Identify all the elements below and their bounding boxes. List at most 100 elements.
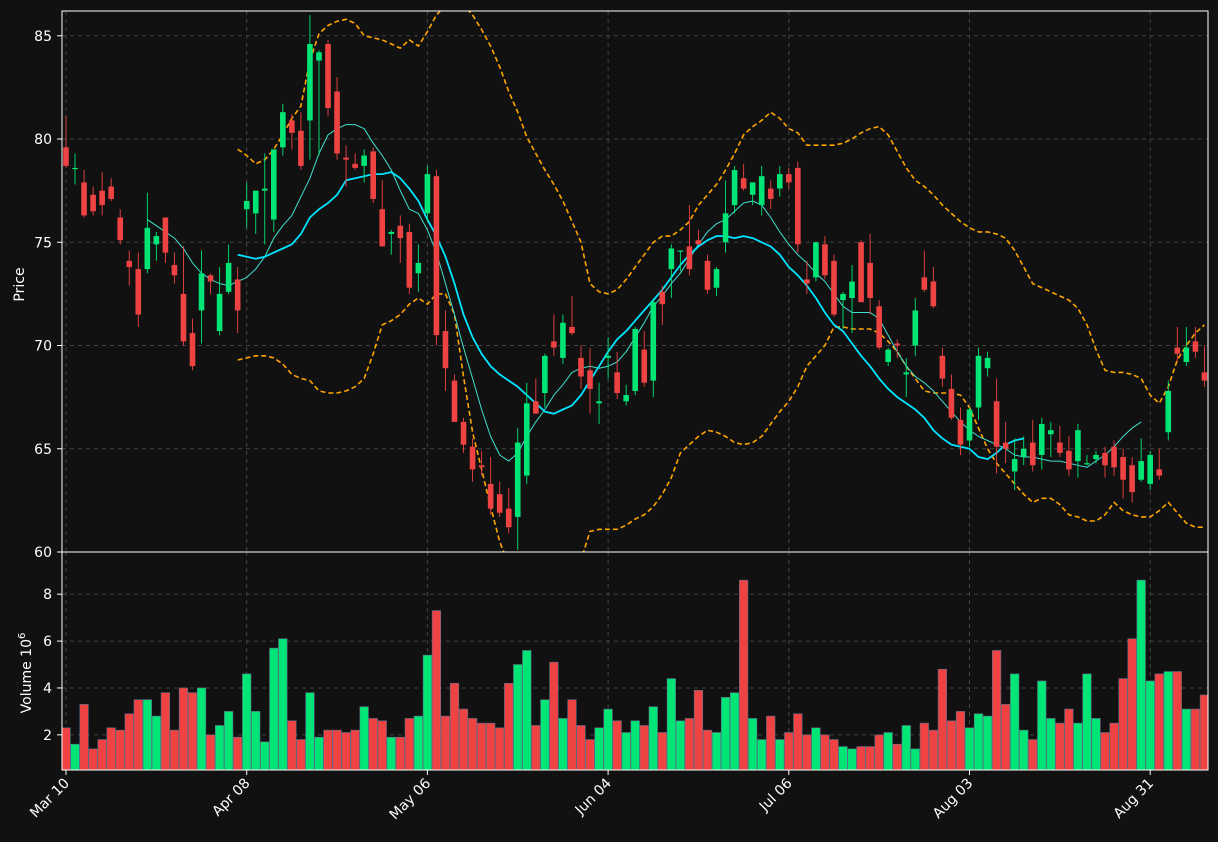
candle-body: [695, 240, 702, 245]
candle-body: [840, 293, 846, 301]
price-overlays: [147, 11, 1205, 552]
volume-axis-title-base: Volume 10: [19, 639, 35, 713]
volume-tick-label: 8: [43, 587, 52, 603]
volume-bar: [928, 729, 938, 770]
volume-bar: [1064, 708, 1074, 770]
volume-bar: [684, 718, 695, 770]
candle-body: [1183, 347, 1190, 363]
volume-bar: [1172, 671, 1182, 770]
candle-body: [596, 401, 602, 404]
candle-body: [225, 262, 232, 292]
volume-bar: [992, 650, 1002, 770]
candle-body: [487, 483, 494, 509]
lower-band-line: [237, 293, 1205, 552]
x-tick-label: Mar 10: [27, 776, 73, 822]
candle-body: [876, 306, 882, 348]
volume-tick-label: 2: [43, 728, 52, 744]
volume-bar: [1037, 680, 1047, 770]
candle-body: [578, 357, 584, 377]
price-tick-label: 85: [34, 29, 52, 45]
volume-bar: [1145, 680, 1155, 770]
volume-bar: [269, 647, 279, 770]
candle-body: [81, 182, 87, 216]
candle-body: [352, 163, 358, 168]
volume-bar: [1091, 718, 1101, 770]
volume-bar: [820, 734, 830, 770]
candle-body: [804, 279, 810, 284]
candle-body: [1011, 459, 1018, 472]
candle-body: [1138, 461, 1144, 480]
candle-body: [1192, 341, 1199, 352]
volume-bar: [675, 720, 685, 770]
volume-bar: [549, 661, 559, 770]
volume-bar: [79, 704, 89, 770]
volume-bar: [829, 739, 839, 770]
volume-bar: [1100, 732, 1110, 770]
volume-bar: [305, 692, 315, 770]
candle-body: [316, 52, 322, 61]
volume-bar: [287, 720, 297, 770]
volume-bar: [359, 706, 369, 770]
volume-bar: [883, 732, 893, 770]
volume-bar: [386, 736, 396, 770]
candle-body: [641, 349, 648, 383]
candle-body: [63, 147, 69, 166]
volume-axis-title-exponent: 6: [17, 633, 28, 639]
volume-bar: [657, 732, 667, 770]
volume-bar: [522, 650, 532, 770]
volume-bar: [531, 725, 541, 770]
candle-body: [415, 262, 422, 274]
volume-bar: [88, 748, 98, 770]
volume-bar: [1136, 579, 1146, 770]
volume-bar: [431, 610, 442, 770]
volume-bar: [919, 722, 929, 770]
candle-body: [767, 188, 774, 199]
volume-bar: [133, 699, 143, 770]
price-axis-title: Price: [12, 267, 28, 301]
candle-body: [975, 355, 982, 408]
candle-body: [704, 260, 711, 290]
volume-bar: [630, 720, 640, 770]
candle-body: [406, 231, 413, 288]
candle-body: [1048, 430, 1054, 435]
volume-bar: [1109, 722, 1119, 770]
volume-bar: [332, 729, 342, 770]
upper-band-line: [237, 11, 1205, 405]
candle-body: [867, 262, 873, 299]
volume-bar: [1190, 708, 1200, 770]
candle-body: [659, 291, 666, 305]
candle-body: [632, 328, 639, 391]
candle-body: [496, 494, 503, 513]
candles: [63, 15, 1208, 550]
candle-body: [1038, 423, 1045, 455]
candle-body: [605, 355, 611, 358]
candle-body: [948, 388, 955, 418]
candle-body: [1111, 446, 1117, 468]
candle-body: [966, 409, 973, 441]
volume-bar: [458, 708, 469, 770]
candle-body: [72, 167, 78, 170]
volume-bar: [739, 579, 749, 770]
candle-body: [451, 380, 458, 422]
candle-body: [1120, 457, 1126, 480]
candle-body: [424, 174, 431, 214]
volume-bar: [1055, 722, 1065, 770]
volume-bar: [151, 715, 161, 770]
candle-body: [551, 341, 557, 348]
candle-body: [533, 401, 539, 414]
candle-body: [939, 355, 946, 379]
candle-body: [912, 310, 919, 346]
volume-bar: [955, 711, 966, 770]
volume-bar: [413, 715, 423, 770]
volume-bar: [847, 748, 857, 770]
volume-bar: [594, 727, 604, 770]
price-tick-label: 60: [34, 545, 52, 561]
price-tick-label: 65: [34, 442, 52, 458]
volume-bar: [648, 706, 658, 770]
candle-body: [722, 213, 729, 243]
volume-bar: [70, 743, 80, 770]
candle-body: [686, 246, 693, 270]
x-tick-label: Apr 08: [209, 776, 253, 820]
